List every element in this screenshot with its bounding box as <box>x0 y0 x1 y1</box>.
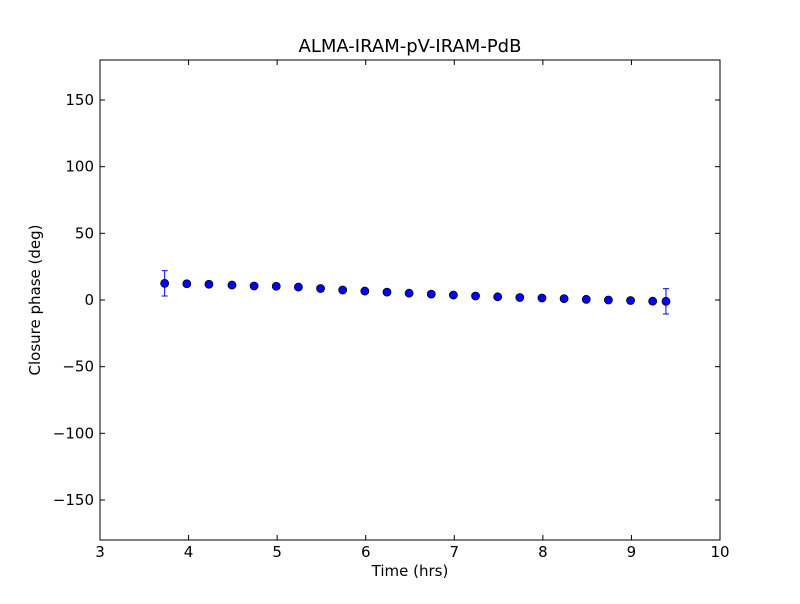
y-tick-label: −50 <box>62 358 94 376</box>
x-tick-label: 5 <box>272 543 282 561</box>
x-tick-label: 3 <box>95 543 105 561</box>
data-point <box>537 293 547 303</box>
data-point <box>581 294 591 304</box>
x-tick-label: 8 <box>538 543 548 561</box>
x-tick-label: 10 <box>710 543 729 561</box>
axis-ticks: 3 4 5 6 7 8 9 10 150 100 50 0 −50 −100 −150 <box>53 60 730 561</box>
data-point <box>360 286 370 296</box>
data-point <box>404 288 414 298</box>
data-point <box>648 296 658 306</box>
data-point <box>448 290 458 300</box>
data-point <box>515 293 525 302</box>
data-point <box>182 279 192 289</box>
data-point <box>293 282 303 292</box>
data-point <box>604 295 613 305</box>
data-point <box>271 281 281 291</box>
data-point <box>204 279 214 289</box>
y-tick-label: 50 <box>75 224 94 242</box>
chart-title: ALMA-IRAM-pV-IRAM-PdB <box>299 36 522 57</box>
x-tick-label: 4 <box>184 543 194 561</box>
y-axis-label: Closure phase (deg) <box>26 225 44 376</box>
data-point <box>471 291 480 301</box>
data-point <box>661 296 671 306</box>
y-tick-label: −100 <box>53 424 94 442</box>
data-point <box>493 292 503 302</box>
x-tick-label: 9 <box>627 543 637 561</box>
y-tick-label: 150 <box>65 91 94 109</box>
plot-frame <box>99 59 721 541</box>
data-point <box>249 281 259 291</box>
y-tick-label: 100 <box>65 158 94 176</box>
y-tick-label: −150 <box>53 491 94 509</box>
data-point <box>559 294 569 304</box>
data-point <box>626 296 635 305</box>
data-point <box>382 287 392 297</box>
data-point <box>227 280 237 290</box>
x-axis-label: Time (hrs) <box>371 562 449 580</box>
x-tick-label: 7 <box>450 543 460 561</box>
data-point <box>338 285 348 295</box>
y-tick-label: 0 <box>84 291 94 309</box>
data-point <box>426 289 436 299</box>
plot-background <box>100 60 720 540</box>
data-point <box>316 284 325 293</box>
x-tick-label: 6 <box>361 543 371 561</box>
data-point <box>160 278 170 288</box>
data-marks <box>160 270 671 315</box>
